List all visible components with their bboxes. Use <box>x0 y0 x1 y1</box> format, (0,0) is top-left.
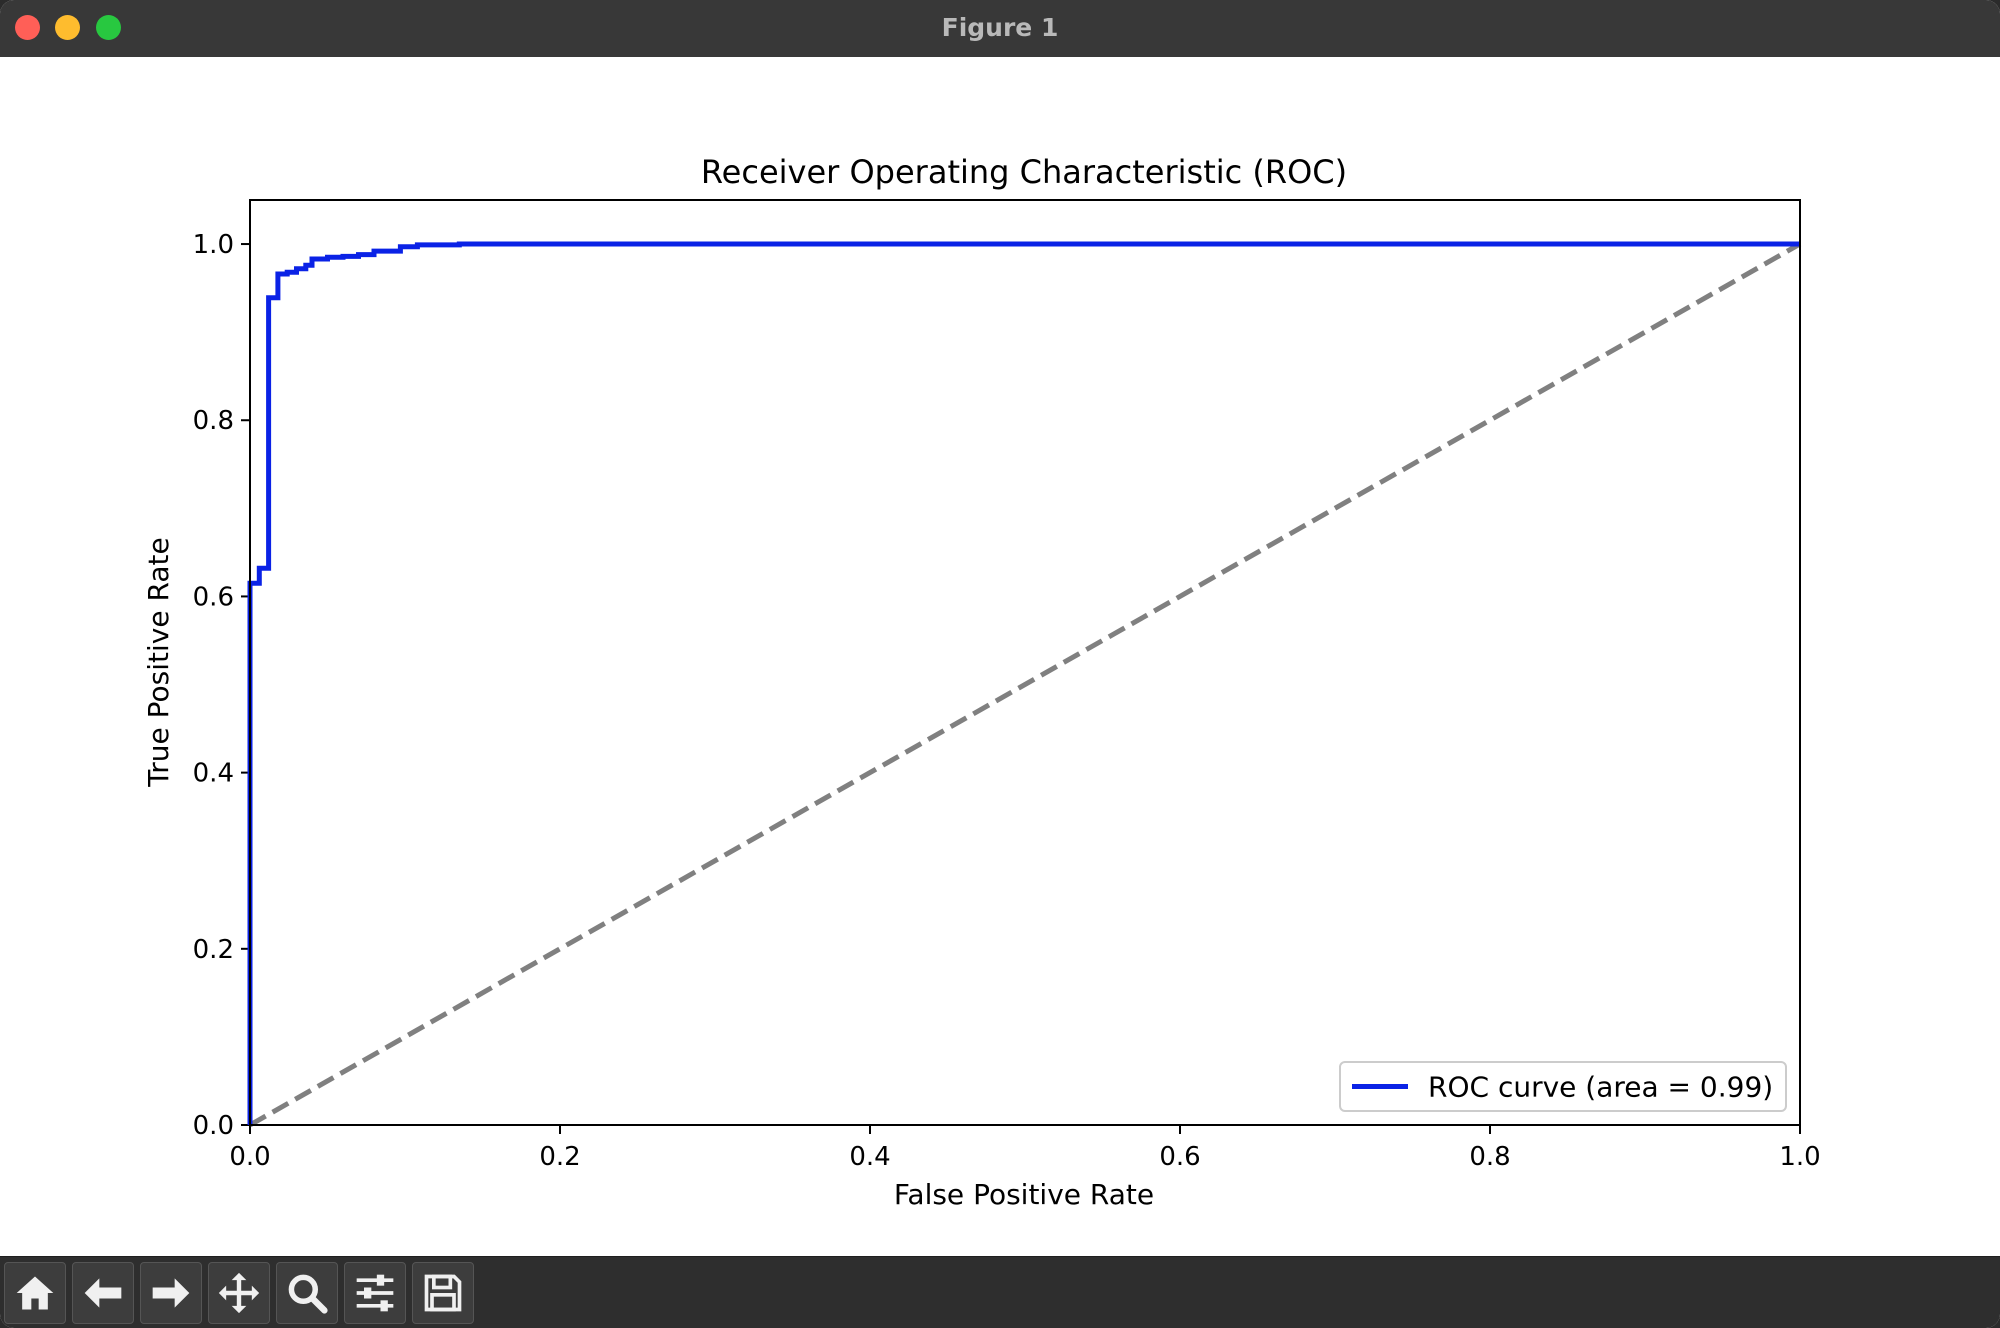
arrow-right-icon <box>152 1278 190 1308</box>
forward-button[interactable] <box>140 1262 202 1324</box>
configure-subplots-button[interactable] <box>344 1262 406 1324</box>
home-icon <box>16 1276 54 1310</box>
save-button[interactable] <box>412 1262 474 1324</box>
y-axis-label: True Positive Rate <box>142 537 175 787</box>
zoom-button[interactable] <box>276 1262 338 1324</box>
window-title: Figure 1 <box>941 13 1059 42</box>
minimize-window-button[interactable] <box>55 15 80 40</box>
titlebar: Figure 1 <box>0 0 2000 58</box>
y-tick-label: 0.4 <box>193 759 234 789</box>
x-tick-label: 0.2 <box>539 1142 580 1172</box>
roc-chart[interactable]: Receiver Operating Characteristic (ROC) … <box>0 57 2000 1256</box>
roc-curve-line <box>247 241 1800 1125</box>
sliders-icon <box>356 1274 394 1312</box>
axes-frame <box>249 199 1801 1126</box>
back-button[interactable] <box>72 1262 134 1324</box>
maximize-window-button[interactable] <box>96 15 121 40</box>
figure-canvas[interactable]: Receiver Operating Characteristic (ROC) … <box>0 57 2000 1256</box>
x-tick-label: 0.4 <box>849 1142 890 1172</box>
y-tick-label: 0.0 <box>193 1111 234 1141</box>
y-tick-label: 0.2 <box>193 935 234 965</box>
close-window-button[interactable] <box>15 15 40 40</box>
navigation-toolbar <box>0 1256 2000 1328</box>
y-tick-label: 0.8 <box>193 406 234 436</box>
chart-title: Receiver Operating Characteristic (ROC) <box>701 153 1347 191</box>
axis-ticks: 0.0 0.2 0.4 0.6 0.8 1.0 0.0 0.2 0.4 0.6 0.8 1.0 <box>193 230 1821 1172</box>
magnifier-icon <box>288 1274 328 1314</box>
arrow-left-icon <box>84 1278 122 1308</box>
x-tick-label: 0.0 <box>229 1142 270 1172</box>
random-guess-diagonal-line <box>248 241 1802 1128</box>
home-button[interactable] <box>4 1262 66 1324</box>
y-tick-label: 1.0 <box>193 230 234 260</box>
y-tick-label: 0.6 <box>193 582 234 612</box>
x-tick-label: 0.6 <box>1159 1142 1200 1172</box>
x-tick-label: 1.0 <box>1779 1142 1820 1172</box>
x-tick-label: 0.8 <box>1469 1142 1510 1172</box>
legend-box <box>1339 1061 1787 1112</box>
floppy-disk-icon <box>424 1274 462 1312</box>
legend-label: ROC curve (area = 0.99) <box>1428 1071 1773 1104</box>
legend: ROC curve (area = 0.99) <box>1339 1061 1787 1112</box>
plot-series <box>247 241 1802 1128</box>
x-axis-label: False Positive Rate <box>894 1178 1154 1211</box>
move-icon <box>218 1272 260 1314</box>
pan-button[interactable] <box>208 1262 270 1324</box>
